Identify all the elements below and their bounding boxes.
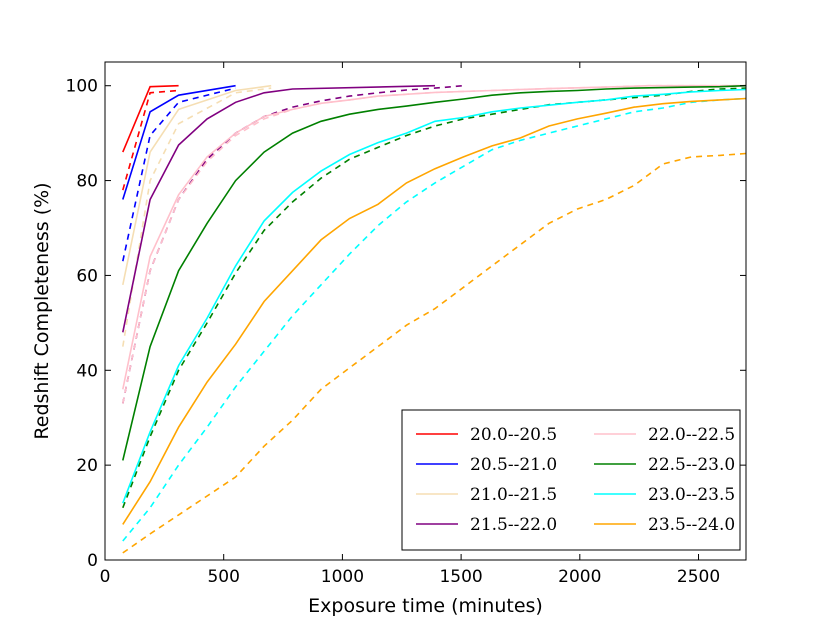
legend-label: 20.5--21.0 <box>470 455 557 475</box>
x-tick-label: 1000 <box>321 567 364 587</box>
y-tick-label: 40 <box>76 361 98 381</box>
legend-box <box>401 409 741 551</box>
series-5-solid-line <box>122 84 746 390</box>
y-tick-label: 20 <box>76 456 98 476</box>
series-2-solid-line <box>122 84 236 200</box>
legend-label: 23.5--24.0 <box>648 515 735 535</box>
y-tick-label: 100 <box>66 77 98 97</box>
x-tick-label: 2500 <box>677 567 720 587</box>
legend: 20.0--20.5 20.5--21.0 21.0--21.5 21.5--22.0… <box>401 409 741 551</box>
series-1-dashed-line <box>122 89 179 191</box>
series-7-solid-line <box>122 88 746 504</box>
legend-label: 23.0--23.5 <box>648 485 735 505</box>
series-layer <box>122 84 746 554</box>
y-tick-label: 60 <box>76 266 98 286</box>
legend-label: 21.0--21.5 <box>470 485 557 505</box>
legend-label: 22.0--22.5 <box>648 425 735 445</box>
series-2-dashed-line <box>122 87 236 262</box>
plot-frame <box>104 61 747 561</box>
axes-layer: 0 500 1000 1500 2000 2500 0 20 40 60 80 100 <box>66 61 747 587</box>
series-3-solid-line <box>122 84 272 286</box>
x-tick-label: 2000 <box>558 567 601 587</box>
x-tick-label: 1500 <box>439 567 482 587</box>
y-tick-label: 0 <box>87 551 98 571</box>
y-tick-label: 80 <box>76 172 98 192</box>
series-4-solid-line <box>122 84 436 333</box>
series-6-dashed-line <box>122 87 746 509</box>
legend-label: 20.0--20.5 <box>470 425 557 445</box>
series-5-dashed-line <box>122 84 746 404</box>
series-8-dashed-line <box>122 152 746 554</box>
legend-label: 21.5--22.0 <box>470 515 557 535</box>
x-tick-label: 0 <box>100 567 111 587</box>
series-8-solid-line <box>122 97 746 525</box>
series-3-dashed-line <box>122 87 272 347</box>
series-6-solid-line <box>122 84 746 461</box>
x-axis-label: Exposure time (minutes) <box>308 595 543 617</box>
series-7-dashed-line <box>122 97 746 542</box>
x-tick-label: 500 <box>207 567 239 587</box>
series-1-solid-line <box>122 84 179 153</box>
y-axis-label: Redshift Completeness (%) <box>31 182 53 439</box>
legend-label: 22.5--23.0 <box>648 455 735 475</box>
